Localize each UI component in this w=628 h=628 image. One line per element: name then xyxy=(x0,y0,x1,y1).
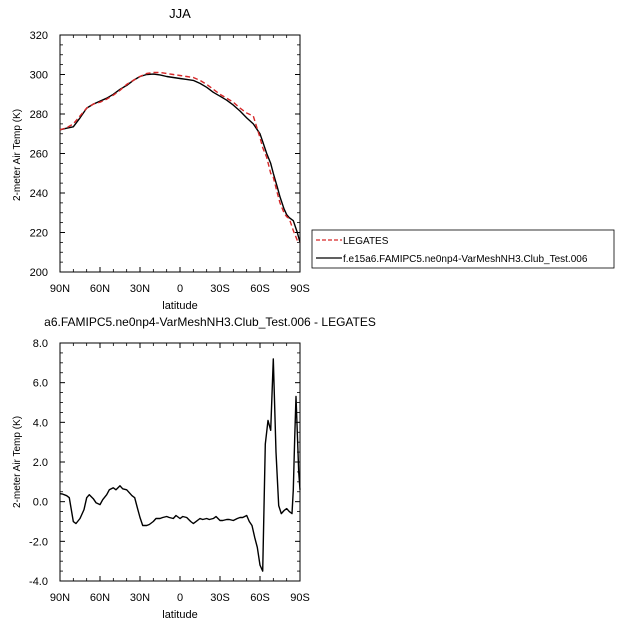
legend: LEGATES f.e15a6.FAMIPC5.ne0np4-VarMeshNH… xyxy=(311,229,615,269)
bottom-series-line-model xyxy=(59,358,301,572)
top-y-tick-label: 280 xyxy=(30,109,48,121)
bottom-y-tick-label: 6.0 xyxy=(33,378,48,390)
bottom-chart-x-axis-label: latitude xyxy=(162,609,197,621)
legend-box xyxy=(311,229,615,269)
top-series-line-model xyxy=(59,73,301,243)
bottom-x-tick-label: 60S xyxy=(250,592,270,604)
top-chart-series xyxy=(59,71,301,243)
top-y-tick-label: 200 xyxy=(30,267,48,279)
bottom-x-tick-label: 90S xyxy=(290,592,310,604)
bottom-y-tick-label: 4.0 xyxy=(33,417,48,429)
top-x-tick-label: 90N xyxy=(50,283,70,295)
bottom-chart-axes: -4.0 -2.0 0.0 2.0 4.0 6.0 8.0 90N 60N 30N 0 30S 60S 9… xyxy=(29,338,310,604)
top-x-tick-label: 0 xyxy=(177,283,183,295)
top-x-tick-label: 60S xyxy=(250,283,270,295)
top-chart-x-axis-label: latitude xyxy=(162,300,197,312)
top-x-tick-label: 60N xyxy=(90,283,110,295)
bottom-x-tick-label: 30N xyxy=(130,592,150,604)
top-y-tick-label: 320 xyxy=(30,30,48,42)
top-x-tick-label: 30N xyxy=(130,283,150,295)
top-series-line-legates xyxy=(59,71,301,243)
bottom-y-tick-label: 0.0 xyxy=(33,497,48,509)
top-y-tick-label: 220 xyxy=(30,228,48,240)
bottom-y-tick-label: -4.0 xyxy=(29,576,48,588)
bottom-x-tick-label: 60N xyxy=(90,592,110,604)
top-y-tick-label: 260 xyxy=(30,149,48,161)
top-plot-frame xyxy=(59,34,301,273)
bottom-chart-title: a6.FAMIPC5.ne0np4-VarMeshNH3.Club_Test.0… xyxy=(44,315,376,329)
top-chart-title: JJA xyxy=(169,6,191,21)
bottom-y-tick-label: 8.0 xyxy=(33,338,48,350)
bottom-chart: a6.FAMIPC5.ne0np4-VarMeshNH3.Club_Test.0… xyxy=(12,315,376,621)
bottom-y-tick-label: -2.0 xyxy=(29,536,48,548)
bottom-x-tick-label: 90N xyxy=(50,592,70,604)
top-x-tick-label: 90S xyxy=(290,283,310,295)
top-x-tick-label: 30S xyxy=(210,283,230,295)
legend-label-legates: LEGATES xyxy=(343,236,389,247)
bottom-plot-frame xyxy=(59,342,301,582)
bottom-x-tick-label: 30S xyxy=(210,592,230,604)
top-y-tick-label: 240 xyxy=(30,188,48,200)
top-chart-y-axis-label: 2-meter Air Temp (K) xyxy=(12,109,23,201)
top-chart: JJA 2-meter Air Temp (K) latitude 200 220… xyxy=(12,6,615,312)
bottom-y-tick-label: 2.0 xyxy=(33,457,48,469)
bottom-x-tick-label: 0 xyxy=(177,592,183,604)
top-y-tick-label: 300 xyxy=(30,70,48,82)
bottom-chart-series xyxy=(59,358,301,572)
bottom-chart-y-axis-label: 2-meter Air Temp (K) xyxy=(12,416,23,508)
legend-label-model: f.e15a6.FAMIPC5.ne0np4-VarMeshNH3.Club_T… xyxy=(343,254,588,265)
